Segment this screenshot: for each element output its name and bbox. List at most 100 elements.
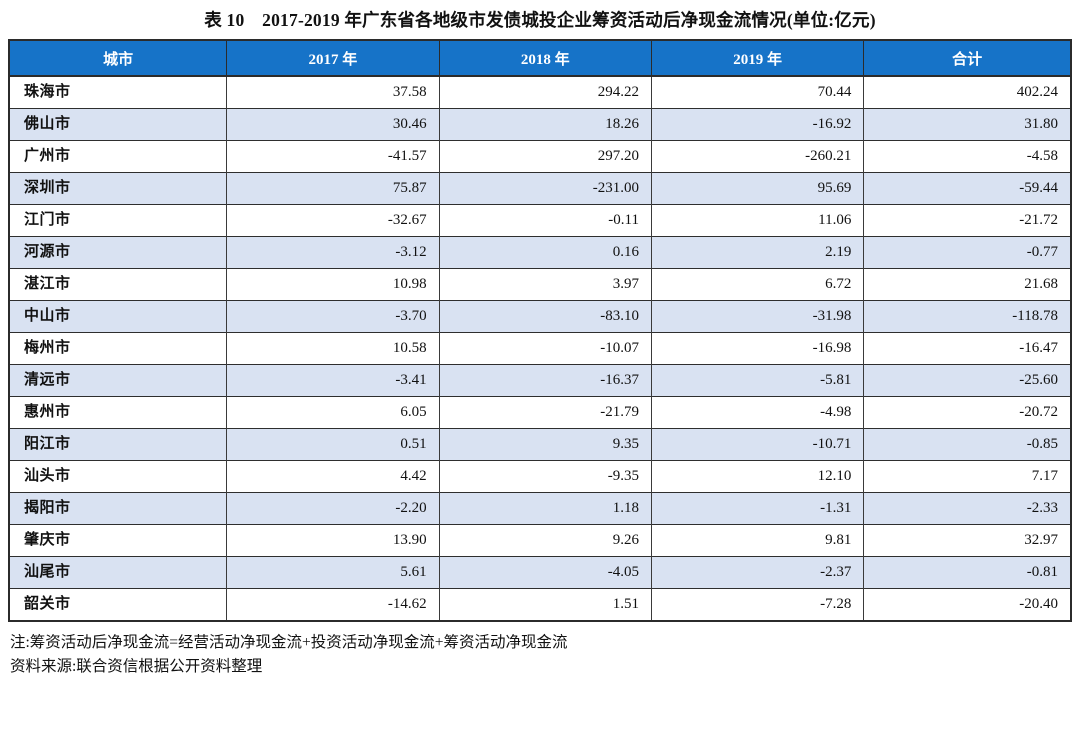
table-row: 揭阳市 -2.20 1.18 -1.31 -2.33 [9, 492, 1071, 525]
city-cell: 惠州市 [9, 396, 227, 429]
city-cell: 河源市 [9, 236, 227, 269]
value-cell: -231.00 [438, 172, 652, 205]
city-cell: 阳江市 [9, 428, 227, 461]
value-cell: -2.33 [863, 492, 1071, 525]
column-header: 合计 [863, 40, 1071, 77]
value-cell: -16.92 [650, 108, 864, 141]
value-cell: 2.19 [650, 236, 864, 269]
value-cell: 9.81 [650, 524, 864, 557]
city-cell: 佛山市 [9, 108, 227, 141]
value-cell: -2.20 [226, 492, 440, 525]
city-cell: 汕头市 [9, 460, 227, 493]
table-header: 城市 2017 年 2018 年 2019 年合计 [9, 40, 1071, 77]
value-cell: -0.85 [863, 428, 1071, 461]
data-table: 城市 2017 年 2018 年 2019 年合计 珠海市 37.58 294.22 70.… [8, 39, 1072, 622]
city-cell: 肇庆市 [9, 524, 227, 557]
value-cell: -32.67 [226, 204, 440, 237]
value-cell: -16.37 [438, 364, 652, 397]
table-row: 韶关市 -14.62 1.51 -7.28 -20.40 [9, 588, 1071, 621]
value-cell: 7.17 [863, 460, 1071, 493]
value-cell: 6.05 [226, 396, 440, 429]
value-cell: -1.31 [650, 492, 864, 525]
city-cell: 深圳市 [9, 172, 227, 205]
value-cell: 4.42 [226, 460, 440, 493]
city-cell: 江门市 [9, 204, 227, 237]
value-cell: 10.58 [226, 332, 440, 365]
value-cell: 3.97 [438, 268, 652, 301]
table-row: 汕头市 4.42 -9.35 12.10 7.17 [9, 460, 1071, 493]
value-cell: -118.78 [863, 300, 1071, 333]
value-cell: -0.81 [863, 556, 1071, 589]
value-cell: 18.26 [438, 108, 652, 141]
column-header: 2018 年 [438, 40, 652, 77]
value-cell: 6.72 [650, 268, 864, 301]
table-row: 汕尾市 5.61 -4.05 -2.37 -0.81 [9, 556, 1071, 589]
column-header: 城市 [9, 40, 227, 77]
value-cell: -83.10 [438, 300, 652, 333]
value-cell: -4.05 [438, 556, 652, 589]
value-cell: -21.79 [438, 396, 652, 429]
table-row: 广州市 -41.57 297.20 -260.21 -4.58 [9, 140, 1071, 173]
city-cell: 中山市 [9, 300, 227, 333]
value-cell: -5.81 [650, 364, 864, 397]
column-header: 2019 年 [650, 40, 864, 77]
city-cell: 韶关市 [9, 588, 227, 621]
value-cell: 13.90 [226, 524, 440, 557]
table-row: 清远市 -3.41 -16.37 -5.81 -25.60 [9, 364, 1071, 397]
city-cell: 揭阳市 [9, 492, 227, 525]
value-cell: -260.21 [650, 140, 864, 173]
value-cell: 95.69 [650, 172, 864, 205]
value-cell: -3.70 [226, 300, 440, 333]
value-cell: 70.44 [650, 76, 864, 109]
value-cell: 297.20 [438, 140, 652, 173]
column-header: 2017 年 [226, 40, 440, 77]
value-cell: 10.98 [226, 268, 440, 301]
value-cell: -31.98 [650, 300, 864, 333]
value-cell: -41.57 [226, 140, 440, 173]
value-cell: 9.35 [438, 428, 652, 461]
value-cell: -0.11 [438, 204, 652, 237]
value-cell: 37.58 [226, 76, 440, 109]
value-cell: -2.37 [650, 556, 864, 589]
value-cell: 402.24 [863, 76, 1071, 109]
city-cell: 清远市 [9, 364, 227, 397]
city-cell: 珠海市 [9, 76, 227, 109]
header-row: 城市 2017 年 2018 年 2019 年合计 [9, 40, 1071, 77]
table-title: 表 10 2017-2019 年广东省各地级市发债城投企业筹资活动后净现金流情况… [204, 10, 876, 30]
value-cell: -4.58 [863, 140, 1071, 173]
value-cell: -20.72 [863, 396, 1071, 429]
value-cell: -16.98 [650, 332, 864, 365]
value-cell: 1.51 [438, 588, 652, 621]
table-row: 河源市 -3.12 0.16 2.19 -0.77 [9, 236, 1071, 269]
value-cell: 12.10 [650, 460, 864, 493]
value-cell: 21.68 [863, 268, 1071, 301]
table-body: 珠海市 37.58 294.22 70.44 402.24 佛山市 30.46 18.26 -1… [9, 76, 1071, 621]
value-cell: -59.44 [863, 172, 1071, 205]
city-cell: 梅州市 [9, 332, 227, 365]
table-row: 深圳市 75.87 -231.00 95.69 -59.44 [9, 172, 1071, 205]
value-cell: 0.16 [438, 236, 652, 269]
value-cell: -0.77 [863, 236, 1071, 269]
value-cell: -10.07 [438, 332, 652, 365]
value-cell: -3.12 [226, 236, 440, 269]
value-cell: -10.71 [650, 428, 864, 461]
value-cell: -14.62 [226, 588, 440, 621]
table-source: 资料来源:联合资信根据公开资料整理 [10, 658, 263, 675]
value-cell: -7.28 [650, 588, 864, 621]
value-cell: 31.80 [863, 108, 1071, 141]
table-row: 梅州市 10.58 -10.07 -16.98 -16.47 [9, 332, 1071, 365]
table-row: 惠州市 6.05 -21.79 -4.98 -20.72 [9, 396, 1071, 429]
value-cell: -21.72 [863, 204, 1071, 237]
table-row: 珠海市 37.58 294.22 70.44 402.24 [9, 76, 1071, 109]
value-cell: -20.40 [863, 588, 1071, 621]
value-cell: 1.18 [438, 492, 652, 525]
city-cell: 广州市 [9, 140, 227, 173]
city-cell: 湛江市 [9, 268, 227, 301]
value-cell: 75.87 [226, 172, 440, 205]
table-row: 肇庆市 13.90 9.26 9.81 32.97 [9, 524, 1071, 557]
value-cell: 5.61 [226, 556, 440, 589]
value-cell: -25.60 [863, 364, 1071, 397]
value-cell: -3.41 [226, 364, 440, 397]
value-cell: -9.35 [438, 460, 652, 493]
table-notes: 注:筹资活动后净现金流=经营活动净现金流+投资活动净现金流+筹资活动净现金流 资… [10, 631, 1070, 679]
